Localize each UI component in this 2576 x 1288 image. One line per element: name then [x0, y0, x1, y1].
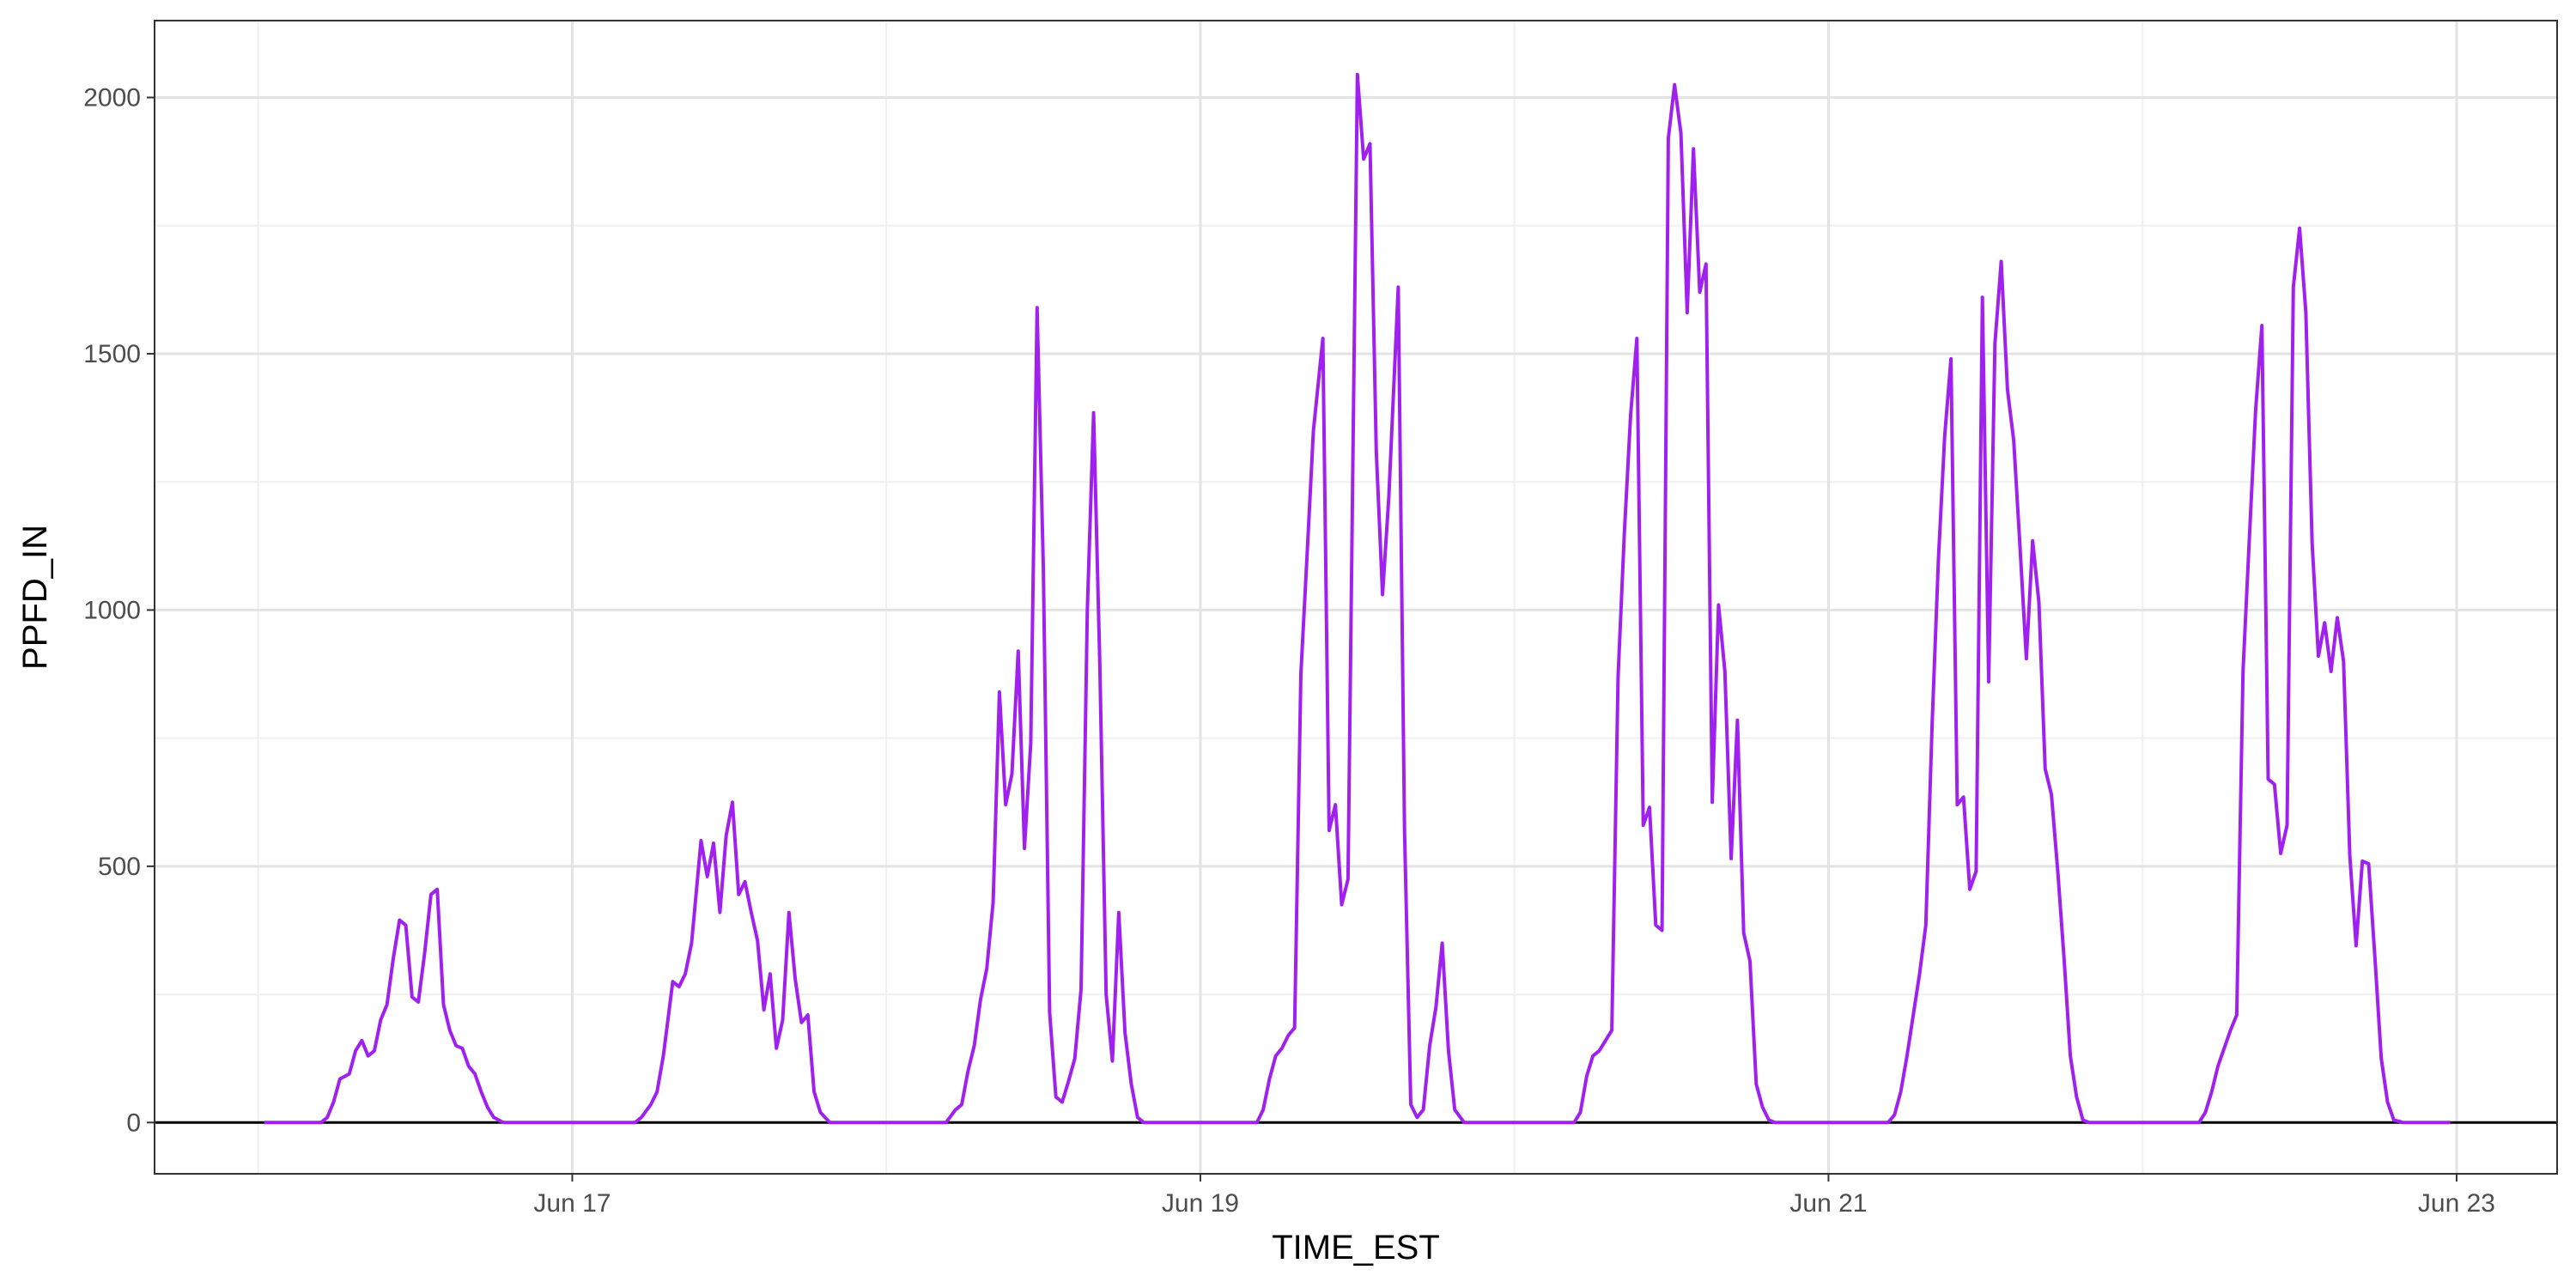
y-tick-label: 0 — [126, 1109, 141, 1137]
y-tick-label: 500 — [98, 853, 141, 881]
series-layer — [264, 72, 2451, 1125]
x-axis-title: TIME_EST — [1272, 1229, 1440, 1267]
y-tick-label: 1500 — [83, 340, 141, 368]
x-axis-ticks: Jun 17 Jun 19 Jun 21 Jun 23 — [533, 1174, 2495, 1218]
x-tick-label: Jun 23 — [2418, 1189, 2495, 1218]
x-tick-label: Jun 17 — [533, 1189, 611, 1218]
y-axis-title: PPFD_IN — [16, 525, 54, 670]
series-line — [264, 72, 2451, 1125]
y-tick-label: 1000 — [83, 596, 141, 624]
y-axis-ticks: 0 500 1000 1500 2000 — [83, 84, 155, 1137]
x-tick-label: Jun 21 — [1789, 1189, 1867, 1218]
x-tick-label: Jun 19 — [1162, 1189, 1239, 1218]
y-tick-label: 2000 — [83, 84, 141, 112]
plot-panel-border — [154, 20, 2558, 1175]
minor-gridlines — [155, 21, 2557, 1174]
